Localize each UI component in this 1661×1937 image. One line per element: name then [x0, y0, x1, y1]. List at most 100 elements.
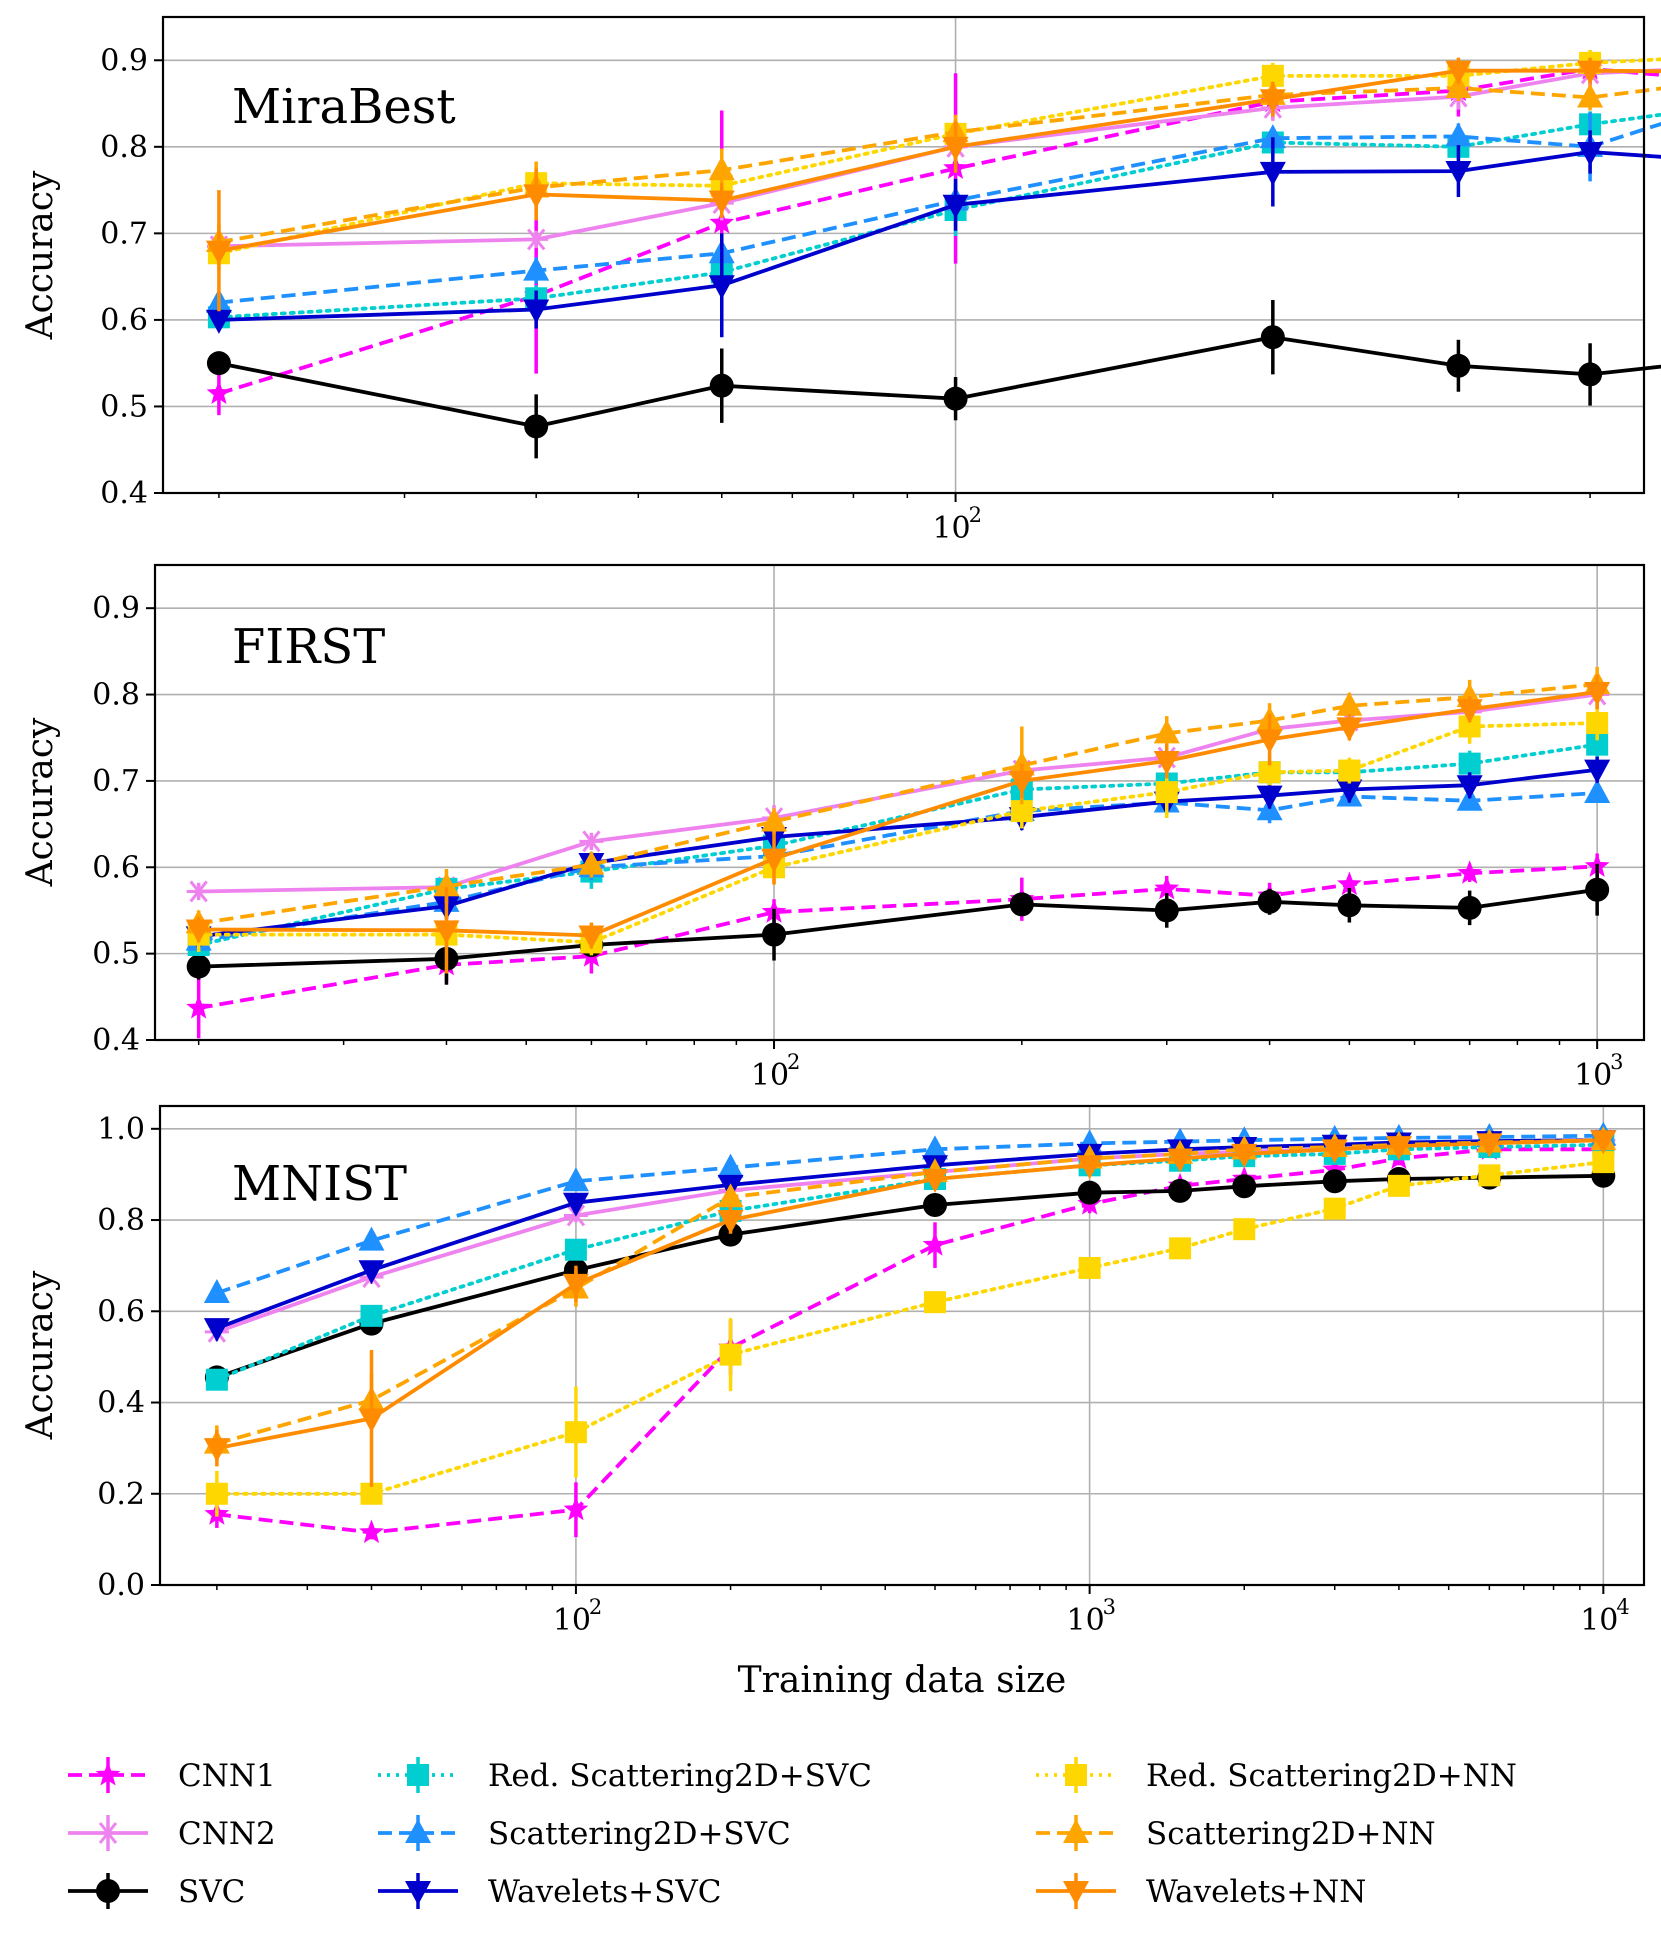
legend-marker: [1065, 1764, 1087, 1786]
y-tick-label: 0.4: [100, 476, 148, 511]
data-point: [761, 848, 788, 873]
data-point: [1009, 892, 1034, 917]
mirabest-y-ticks: 0.4 0.5 0.6 0.7 0.8 0.9: [100, 43, 163, 511]
data-point: [1258, 761, 1281, 784]
y-tick-label: 0.8: [92, 678, 140, 713]
legend-entry-scattering2d-svc: Scattering2D+SVC: [378, 1815, 791, 1852]
mnist-series: [203, 1121, 1617, 1544]
data-point: [1153, 751, 1180, 776]
series-svc: [206, 300, 1661, 459]
series-line: [216, 57, 1661, 256]
x-tick-label: 10: [1574, 1058, 1612, 1093]
data-point: [1586, 712, 1609, 735]
legend-entry-cnn2: CNN2: [68, 1815, 276, 1852]
series-line: [216, 1147, 1604, 1535]
data-point: [1256, 729, 1283, 754]
data-point: [1478, 1164, 1501, 1187]
series-line: [198, 682, 1598, 926]
x-tick-label: 10: [751, 1058, 789, 1093]
data-point: [942, 194, 969, 219]
data-point: [719, 1343, 742, 1366]
data-point: [1577, 60, 1604, 85]
series-line: [216, 1138, 1604, 1450]
series-line: [218, 335, 1661, 429]
data-point: [206, 380, 232, 404]
data-point: [1584, 779, 1611, 803]
x-tick-label: 10: [1067, 1603, 1105, 1638]
data-point: [359, 1519, 384, 1544]
legend-marker: [407, 1764, 429, 1786]
panel-mirabest: 0.4 0.5 0.6 0.7 0.8 0.9 102 MiraBest Accuracy: [20, 15, 1661, 546]
legend-marker: [405, 1819, 431, 1843]
legend-marker: [96, 1822, 120, 1844]
data-point: [205, 240, 232, 265]
data-point: [523, 256, 550, 281]
data-point: [1458, 715, 1481, 738]
x-tick-label: 10: [553, 1603, 591, 1638]
data-point: [1457, 860, 1482, 884]
legend-label: CNN1: [178, 1758, 276, 1794]
data-point: [1322, 1169, 1347, 1194]
data-point: [562, 1192, 589, 1217]
data-point: [922, 1192, 947, 1217]
mnist-axes-frame: [158, 1104, 1646, 1587]
data-point: [717, 1153, 744, 1178]
y-tick-label: 1.0: [97, 1112, 145, 1147]
data-point: [578, 925, 605, 950]
data-point: [1584, 759, 1611, 784]
mnist-x-ticks: 102 103 104: [553, 1585, 1630, 1638]
series-red-scattering2d-nn: [205, 1151, 1615, 1517]
data-point: [1445, 73, 1472, 98]
series-line: [218, 150, 1661, 322]
data-point: [562, 1273, 589, 1298]
data-point: [562, 1167, 589, 1192]
data-point: [708, 190, 735, 215]
data-point: [1256, 785, 1283, 810]
data-point: [1010, 800, 1033, 823]
data-point: [578, 850, 605, 875]
legend-marker: [1063, 1881, 1089, 1905]
legend-entry-red-scattering2d-svc: Red. Scattering2D+SVC: [378, 1757, 872, 1794]
data-point: [709, 210, 735, 234]
legend-label: Red. Scattering2D+NN: [1146, 1758, 1517, 1794]
first-axes-frame: [153, 563, 1646, 1042]
data-point: [1457, 895, 1482, 920]
legend-label: Wavelets+SVC: [488, 1874, 721, 1910]
y-tick-label: 0.6: [100, 303, 148, 338]
legend-label: CNN2: [178, 1816, 276, 1852]
mirabest-x-ticks: 102: [932, 493, 982, 546]
y-tick-label: 0.8: [97, 1203, 145, 1238]
data-point: [203, 1318, 230, 1343]
panel-first: 0.40.50.60.70.80.9 102 103 FIRST Accuracy: [20, 563, 1646, 1093]
data-point: [1154, 898, 1179, 923]
data-point: [186, 995, 211, 1019]
data-point: [1169, 1237, 1192, 1260]
data-point: [761, 807, 788, 832]
data-point: [718, 1222, 743, 1247]
series-wavelets-nn: [203, 1130, 1617, 1487]
legend-entry-red-scattering2d-nn: Red. Scattering2D+NN: [1036, 1757, 1517, 1794]
data-point: [1445, 122, 1472, 147]
data-point: [709, 373, 734, 398]
data-point: [717, 1210, 744, 1235]
data-point: [1337, 871, 1362, 896]
data-point: [1168, 1178, 1193, 1203]
first-series: [185, 666, 1611, 1039]
legend-label: Red. Scattering2D+SVC: [488, 1758, 872, 1794]
first-x-ticks: 102 103: [751, 1040, 1624, 1093]
x-tick-exponent: 2: [787, 1050, 800, 1074]
legend: CNN1 CNN2 SVC Red. Scattering2D+SVC Scatteri…: [68, 1757, 1517, 1910]
legend-entry-scattering2d-nn: Scattering2D+NN: [1036, 1815, 1436, 1852]
data-point: [433, 920, 460, 945]
data-point: [564, 1421, 587, 1444]
data-point: [922, 1232, 948, 1256]
mnist-title: MNIST: [232, 1156, 407, 1212]
x-axis-label: Training data size: [738, 1660, 1067, 1701]
data-point: [524, 228, 549, 251]
data-point: [1323, 1197, 1346, 1220]
data-point: [1322, 1156, 1348, 1181]
data-point: [1445, 60, 1472, 85]
data-point: [203, 1279, 230, 1304]
legend-marker: [95, 1762, 121, 1786]
